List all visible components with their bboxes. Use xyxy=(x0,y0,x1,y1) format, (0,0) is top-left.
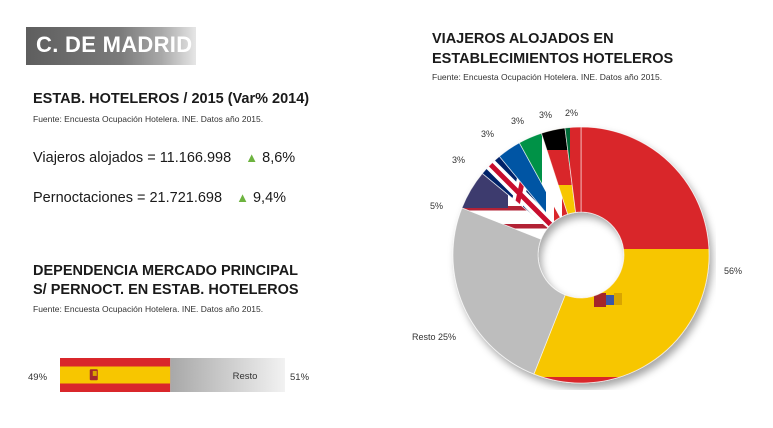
chart-source: Fuente: Encuesta Ocupación Hotelera. INE… xyxy=(432,72,663,82)
dependencia-source: Fuente: Encuesta Ocupación Hotelera. INE… xyxy=(33,304,264,314)
bar-segment-resto xyxy=(170,358,285,392)
slice-label-germany: 3% xyxy=(539,110,553,120)
donut-svg xyxy=(452,126,710,384)
pernoct-label: Pernoctaciones = 21.721.698 xyxy=(33,190,223,206)
region-title: C. DE MADRID xyxy=(36,32,193,57)
dependencia-title-line2: S/ PERNOCT. EN ESTAB. HOTELEROS xyxy=(33,282,299,298)
chart-title-line2: ESTABLECIMIENTOS HOTELEROS xyxy=(432,51,674,67)
bar-segment-spain xyxy=(60,358,171,392)
dependencia-title-line1: DEPENDENCIA MERCADO PRINCIPAL xyxy=(33,263,299,279)
slice-label-portugal: 2% xyxy=(565,108,579,118)
viajeros-label: Viajeros alojados = 11.166.998 xyxy=(33,150,232,166)
slice-label-spain: 56% xyxy=(724,266,743,276)
pernoct-var: 9,4% xyxy=(252,190,287,206)
resto-bar-label: Resto xyxy=(233,371,258,382)
spain-pct-label: 49% xyxy=(28,372,48,383)
slice-label-uk: 3% xyxy=(452,155,466,165)
stats-title: ESTAB. HOTELEROS / 2015 (Var% 2014) xyxy=(33,91,310,107)
slice-label-usa: 5% xyxy=(430,201,444,211)
pernoct-stat: Pernoctaciones = 21.721.698 ▲ 9,4% xyxy=(33,190,286,206)
chart-title-line1: VIAJEROS ALOJADOS EN xyxy=(432,31,614,47)
slice-label-resto: Resto 25% xyxy=(412,332,457,342)
donut-chart xyxy=(446,120,716,390)
dependencia-title: DEPENDENCIA MERCADO PRINCIPAL S/ PERNOCT… xyxy=(33,262,299,300)
stats-source: Fuente: Encuesta Ocupación Hotelera. INE… xyxy=(33,114,264,124)
viajeros-stat: Viajeros alojados = 11.166.998 ▲ 8,6% xyxy=(33,150,295,166)
viajeros-var: 8,6% xyxy=(262,150,296,166)
up-triangle-icon: ▲ xyxy=(236,190,249,205)
slice-label-italy: 3% xyxy=(511,116,525,126)
up-triangle-icon: ▲ xyxy=(245,150,259,165)
chart-title: VIAJEROS ALOJADOS EN ESTABLECIMIENTOS HO… xyxy=(432,29,673,69)
slice-label-france: 3% xyxy=(481,129,495,139)
dependency-bar: Resto xyxy=(60,358,285,392)
resto-pct-label: 51% xyxy=(290,372,310,383)
region-banner: C. DE MADRID xyxy=(26,27,196,65)
